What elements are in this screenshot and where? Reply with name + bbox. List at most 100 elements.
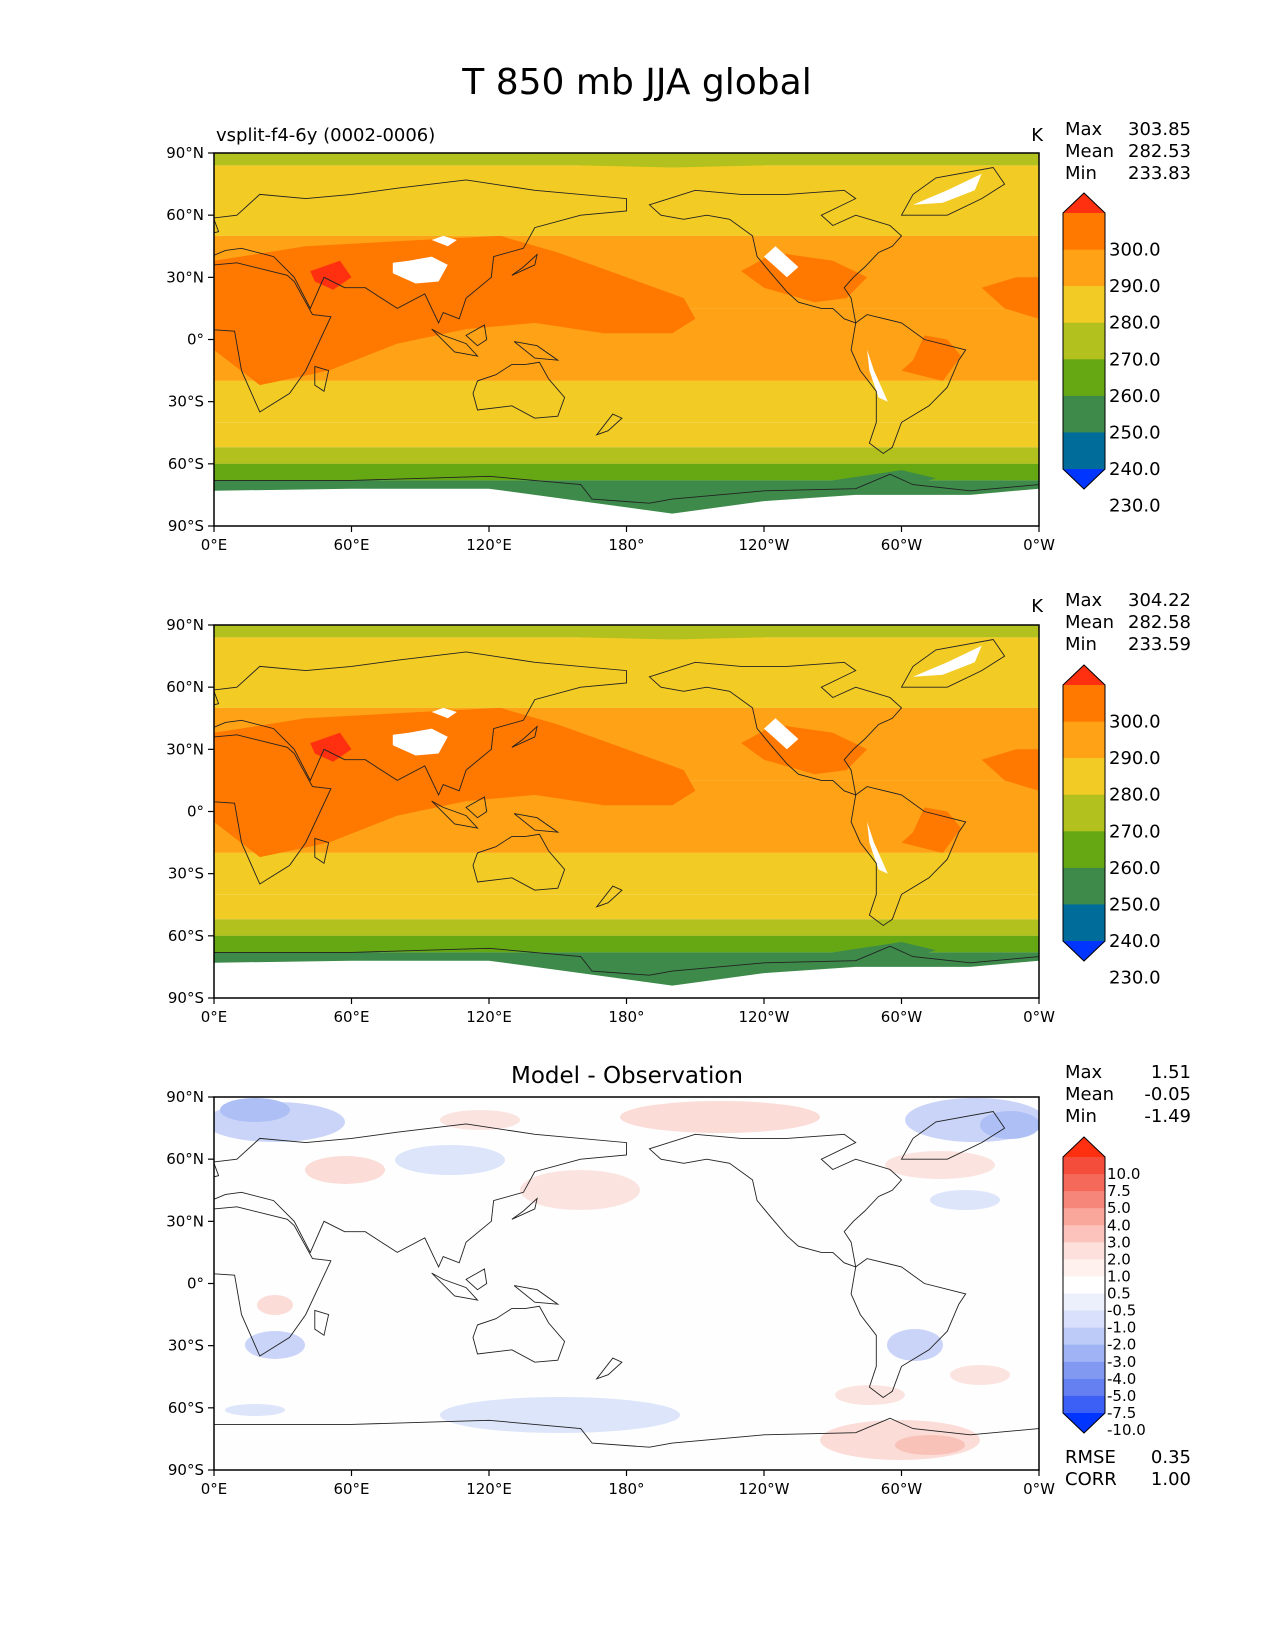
coastline xyxy=(314,1309,330,1337)
coastline xyxy=(214,473,1039,526)
colorbar-tick-label: -2.0 xyxy=(1107,1336,1136,1354)
colorbar-segment xyxy=(1063,1191,1105,1209)
coastline xyxy=(850,314,967,455)
x-tick-label: 0°W xyxy=(1023,536,1055,554)
field-band xyxy=(214,935,1039,953)
colorbar-segment xyxy=(1063,1378,1105,1397)
anomaly-patch xyxy=(895,1435,965,1455)
y-tick-label: 30°N xyxy=(166,740,204,758)
x-tick-label: 120°W xyxy=(739,1008,790,1026)
colorbar-segment xyxy=(1063,1157,1105,1175)
colorbar-tick-label: 250.0 xyxy=(1109,422,1161,443)
coastline xyxy=(511,253,538,276)
rmse-label: RMSE xyxy=(1065,1447,1116,1468)
coastline xyxy=(513,341,560,361)
missing-data-region xyxy=(214,488,1039,526)
cold-region xyxy=(557,484,661,506)
anomaly-patch xyxy=(395,1145,505,1175)
colorbar-tick-label: 290.0 xyxy=(1109,748,1161,769)
x-tick-label: 0°E xyxy=(201,1480,228,1498)
coastline xyxy=(431,1272,479,1301)
warm-region xyxy=(741,724,868,775)
anomaly-patch xyxy=(245,1331,305,1359)
missing-data-region xyxy=(431,235,457,247)
panel-title: Model - Observation xyxy=(511,1063,743,1089)
colorbar: 300.0 290.0 280.0 270.0 260.0 250.0 240.0 230.0 xyxy=(1062,664,1161,989)
colorbar-tick-label: 230.0 xyxy=(1109,968,1161,989)
missing-data-region xyxy=(392,728,448,756)
extra-stats: RMSE 0.35 CORR 1.00 xyxy=(1065,1447,1191,1490)
colorbar-tick-label: -5.0 xyxy=(1107,1387,1136,1405)
missing-data-region xyxy=(913,645,982,677)
coastline xyxy=(648,189,903,324)
cool-region xyxy=(511,153,787,168)
field-band xyxy=(214,447,1039,464)
colorbar-segment xyxy=(1063,395,1105,433)
y-axis: 90°N 60°N 30°N 0° 30°S 60°S 90°S xyxy=(166,144,214,535)
y-tick-label: 90°S xyxy=(168,1461,204,1479)
y-tick-label: 30°N xyxy=(166,1212,204,1230)
colorbar-segment xyxy=(1063,1259,1105,1277)
stat-max-value: 304.22 xyxy=(1128,590,1191,611)
x-axis: 0°E 60°E 120°E 180° 120°W 60°W 0°W xyxy=(201,526,1055,554)
x-tick-label: 120°E xyxy=(466,536,512,554)
colorbar-segment xyxy=(1063,249,1105,287)
y-tick-label: 90°N xyxy=(166,1088,204,1106)
colorbar-tick-label: 300.0 xyxy=(1109,712,1161,733)
x-tick-label: 180° xyxy=(608,1480,644,1498)
coastline xyxy=(511,1197,538,1220)
x-tick-label: 60°W xyxy=(881,536,923,554)
coastline xyxy=(431,328,479,357)
map-field xyxy=(214,153,1039,526)
coastline xyxy=(214,1123,627,1268)
hot-region xyxy=(310,260,352,290)
units-label: K xyxy=(1031,596,1044,617)
stat-mean-label: Mean xyxy=(1065,612,1114,633)
colorbar-extend-top xyxy=(1063,1137,1105,1157)
coastline xyxy=(465,1268,488,1291)
coastline xyxy=(465,796,488,819)
cold-region xyxy=(832,470,936,489)
stat-min-label: Min xyxy=(1065,634,1097,655)
colorbar-segment xyxy=(1063,1242,1105,1260)
y-axis: 90°N 60°N 30°N 0° 30°S 60°S 90°S xyxy=(166,616,214,1007)
anomaly-patch xyxy=(520,1170,640,1210)
stat-min-label: Min xyxy=(1065,163,1097,184)
colorbar-segment xyxy=(1063,721,1105,759)
colorbar-tick-label: 250.0 xyxy=(1109,894,1161,915)
missing-data-region xyxy=(431,707,457,719)
stat-min-value: -1.49 xyxy=(1144,1106,1191,1127)
colorbar-tick-label: 270.0 xyxy=(1109,821,1161,842)
hot-region xyxy=(310,732,352,762)
coastline xyxy=(850,1258,967,1399)
coastline xyxy=(648,1133,903,1268)
anomaly-patch xyxy=(930,1190,1000,1210)
map-field xyxy=(214,625,1039,998)
colorbar-extend-bottom xyxy=(1063,1413,1105,1433)
coastline xyxy=(513,813,560,833)
colorbar-segment xyxy=(1063,904,1105,942)
colorbar-segment xyxy=(1063,1361,1105,1380)
colorbar-outline xyxy=(1062,1136,1106,1434)
corr-label: CORR xyxy=(1065,1469,1117,1490)
anomaly-patch xyxy=(305,1156,385,1184)
colorbar-segment xyxy=(1063,758,1105,796)
colorbar-tick-label: 4.0 xyxy=(1107,1216,1131,1234)
missing-data-region xyxy=(392,256,448,284)
warm-region xyxy=(901,807,962,853)
field-band xyxy=(214,852,1039,895)
anomaly-patch xyxy=(887,1329,943,1361)
rmse-value: 0.35 xyxy=(1151,1447,1191,1468)
coastlines xyxy=(214,639,1039,998)
stat-max-label: Max xyxy=(1065,1062,1103,1083)
x-tick-label: 120°W xyxy=(739,536,790,554)
y-tick-label: 90°N xyxy=(166,144,204,162)
colorbar-segment xyxy=(1063,1310,1105,1329)
colorbar-tick-label: -3.0 xyxy=(1107,1353,1136,1371)
coastline xyxy=(214,262,332,413)
colorbar-segment xyxy=(1063,1174,1105,1192)
coastline xyxy=(314,365,330,393)
colorbar: 10.07.55.04.03.02.01.00.5-0.5-1.0-2.0-3.… xyxy=(1062,1136,1146,1439)
coastline xyxy=(472,361,566,419)
